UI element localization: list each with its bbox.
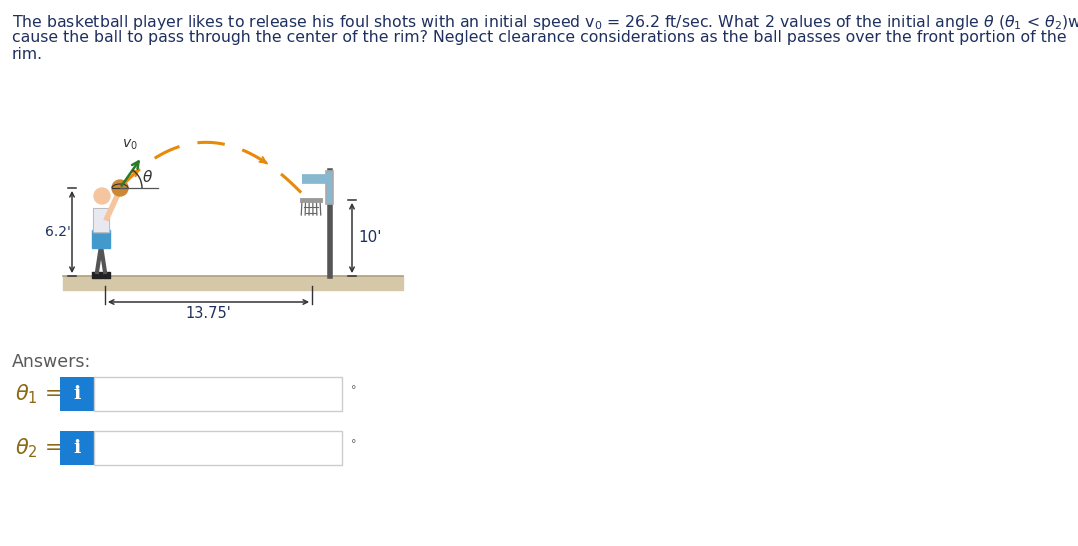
- Text: °: °: [351, 439, 357, 449]
- Text: 13.75': 13.75': [185, 306, 232, 322]
- FancyBboxPatch shape: [94, 377, 342, 411]
- Text: °: °: [351, 385, 357, 395]
- Circle shape: [94, 188, 110, 204]
- Text: cause the ball to pass through the center of the rim? Neglect clearance consider: cause the ball to pass through the cente…: [12, 30, 1066, 45]
- FancyBboxPatch shape: [94, 431, 342, 465]
- FancyBboxPatch shape: [60, 377, 94, 411]
- Text: i: i: [73, 385, 81, 403]
- Circle shape: [112, 180, 128, 196]
- FancyBboxPatch shape: [326, 171, 332, 204]
- Text: 10': 10': [358, 230, 382, 246]
- Text: $\theta_2$ =: $\theta_2$ =: [15, 436, 61, 460]
- Text: $\theta_1$ =: $\theta_1$ =: [15, 382, 61, 406]
- Text: $\theta$: $\theta$: [142, 169, 153, 185]
- FancyBboxPatch shape: [60, 431, 94, 465]
- Text: The basketball player likes to release his foul shots with an initial speed v$_0: The basketball player likes to release h…: [12, 13, 1078, 32]
- Polygon shape: [92, 230, 110, 248]
- Text: rim.: rim.: [12, 47, 43, 62]
- Text: i: i: [73, 439, 81, 457]
- Text: $v_0$: $v_0$: [122, 138, 138, 152]
- Text: Answers:: Answers:: [12, 353, 92, 371]
- Polygon shape: [93, 208, 109, 232]
- Text: 6.2': 6.2': [45, 225, 71, 239]
